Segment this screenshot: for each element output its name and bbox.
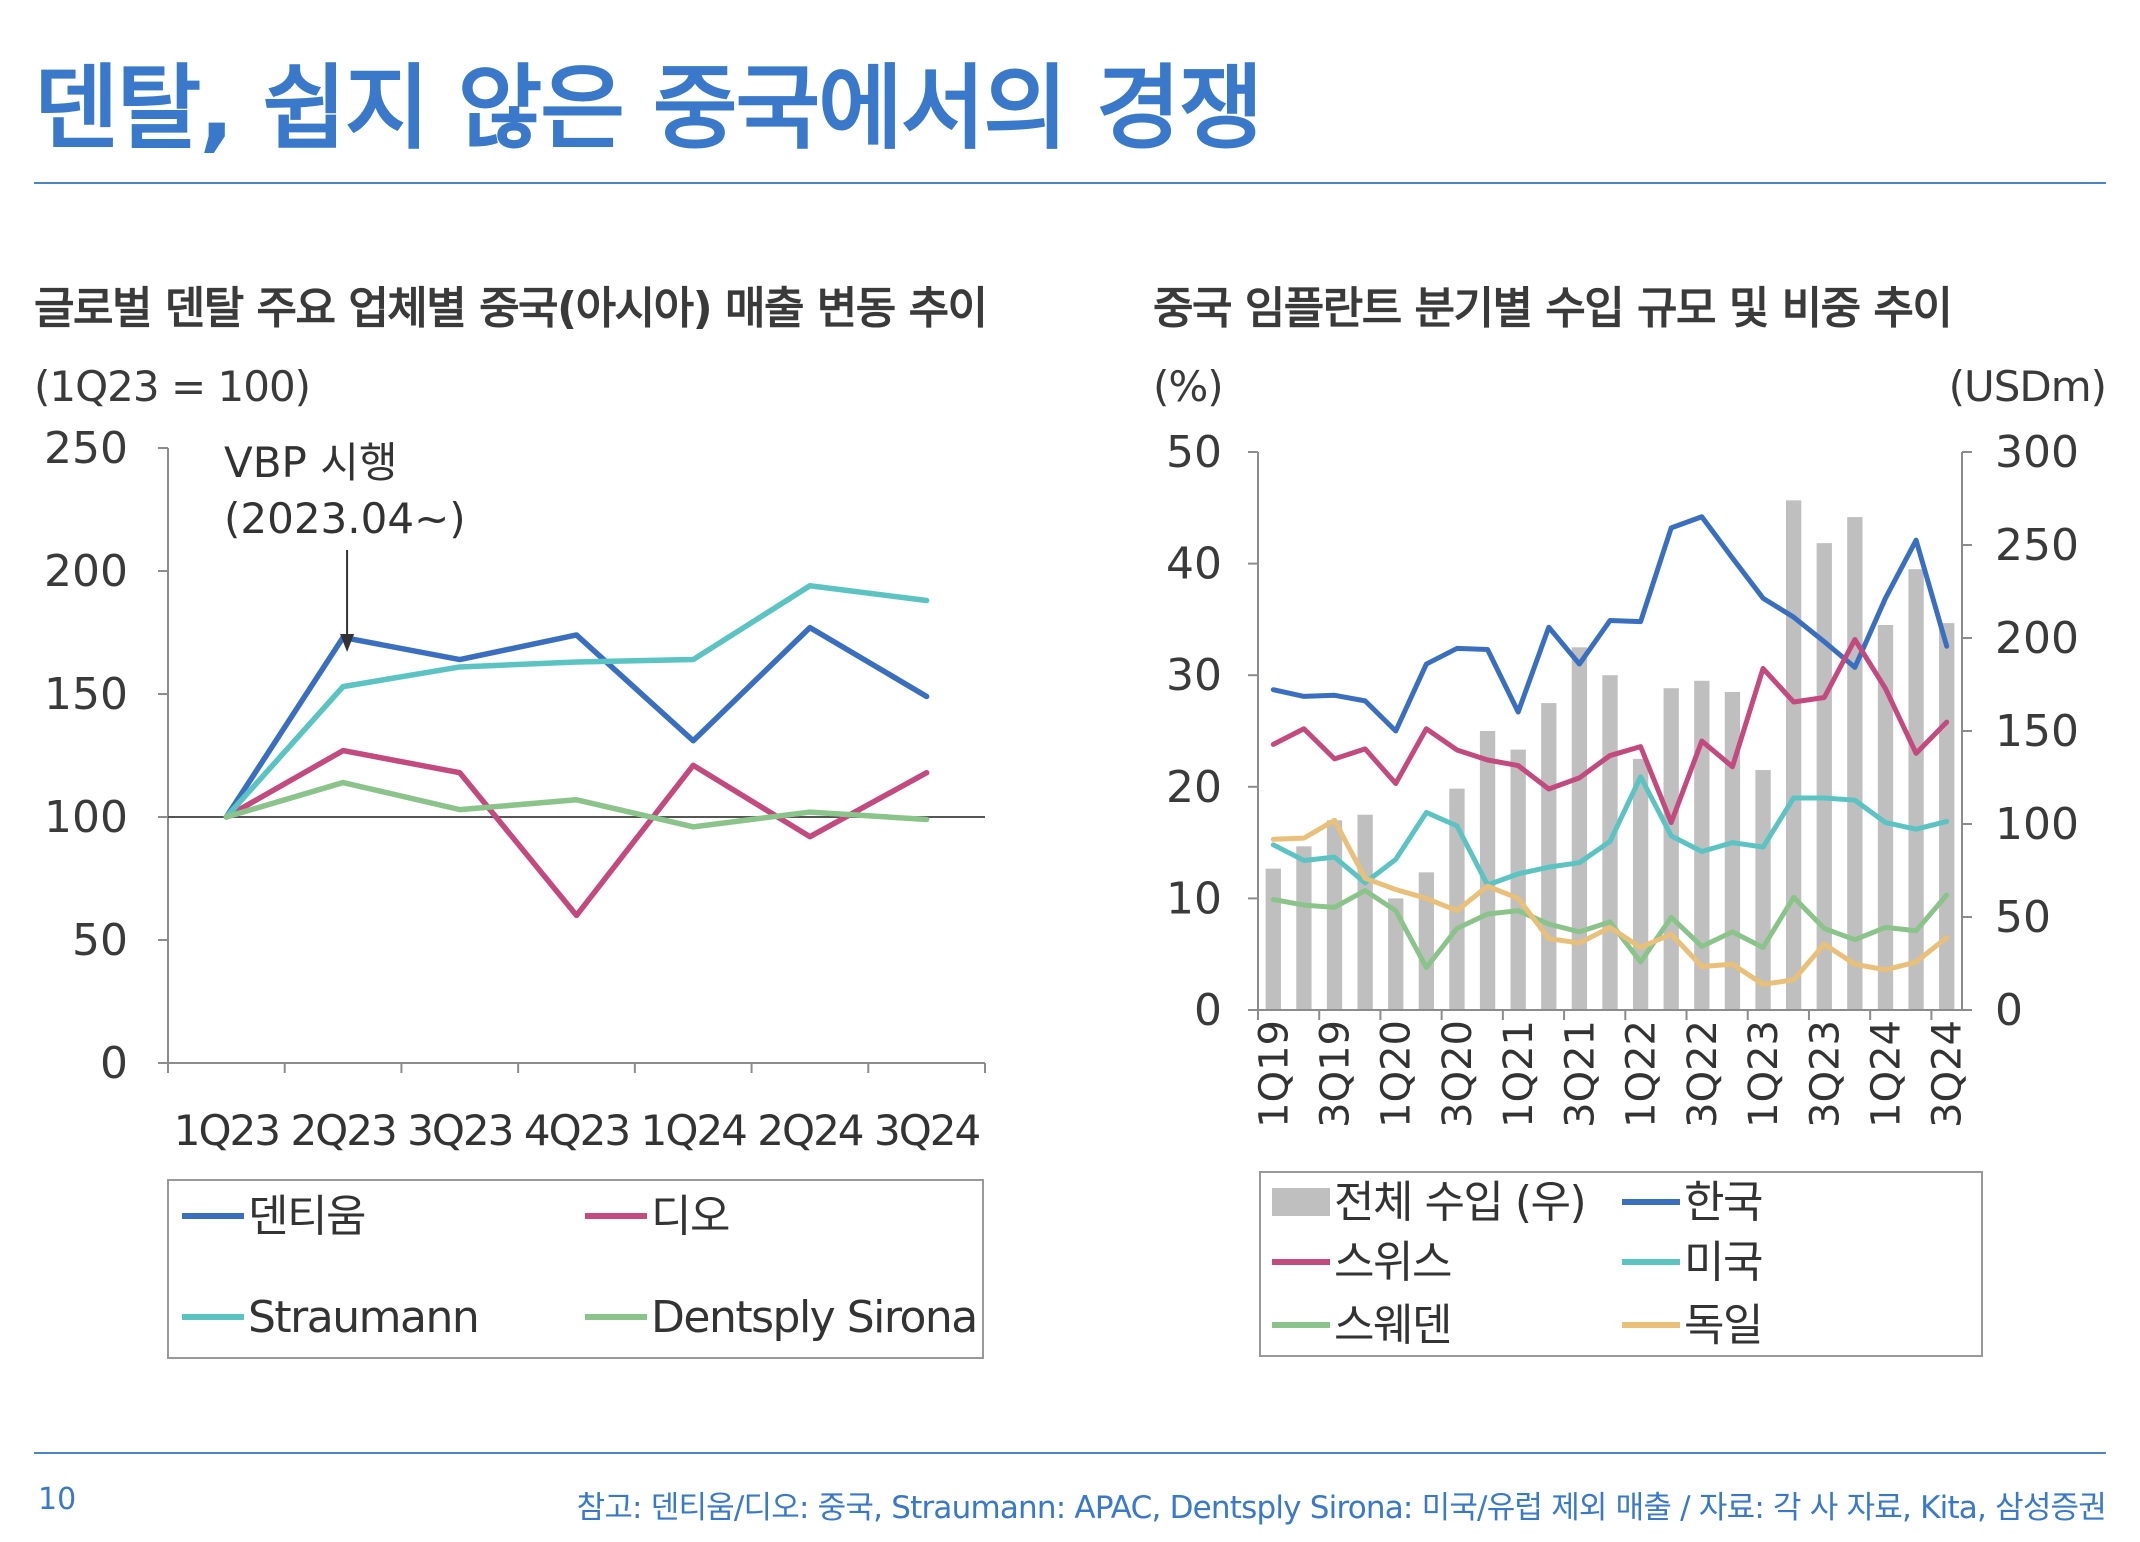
right-bar-total-import <box>1296 846 1312 1010</box>
left-chart-title: 글로벌 덴탈 주요 업체별 중국(아시아) 매출 변동 추이 <box>34 283 988 334</box>
left-series-line-3 <box>223 779 930 830</box>
left-legend-box <box>167 1179 984 1359</box>
right-chart-title: 중국 임플란트 분기별 수입 규모 및 비중 추이 <box>1153 283 1953 334</box>
left-legend-label: 디오 <box>651 1191 729 1242</box>
right-chart-left-unit: (%) <box>1153 362 1224 411</box>
right-x-tick-label: 1Q23 <box>1741 1020 1787 1128</box>
page-title: 덴탈, 쉽지 않은 중국에서의 경쟁 <box>34 55 1263 162</box>
left-x-tick-label: 3Q23 <box>407 1106 512 1155</box>
left-legend-label: Dentsply Sirona <box>651 1292 977 1343</box>
right-left-tick-label: 40 <box>1166 539 1222 590</box>
right-legend-box <box>1259 1171 1983 1357</box>
right-right-tick-label: 150 <box>1995 706 2079 757</box>
right-bar-total-import <box>1571 647 1588 1010</box>
left-series-line-2 <box>223 583 930 820</box>
title-divider <box>34 182 2106 184</box>
right-bar-total-import <box>1418 872 1434 1010</box>
right-bar-total-import <box>1847 517 1863 1010</box>
right-bar-total-import <box>1510 749 1526 1010</box>
right-left-tick-label: 20 <box>1166 762 1222 813</box>
left-y-tick-label: 250 <box>44 423 128 474</box>
right-bar-total-import <box>1449 788 1465 1010</box>
right-bar-total-import <box>1939 623 1955 1010</box>
left-y-tick-label: 0 <box>100 1038 128 1089</box>
left-y-tick-label: 200 <box>44 546 128 597</box>
right-right-tick-label: 100 <box>1995 799 2079 850</box>
right-bar-total-import <box>1908 569 1924 1010</box>
left-x-tick-label: 3Q24 <box>874 1106 980 1155</box>
page-number: 10 <box>38 1482 77 1517</box>
right-series-line-2 <box>1270 774 1950 888</box>
right-bar-total-import <box>1632 758 1649 1010</box>
annotation-arrow-head <box>340 634 355 652</box>
right-right-tick-label: 0 <box>1995 985 2023 1036</box>
left-x-tick-label: 1Q23 <box>174 1106 279 1155</box>
left-y-tick-label: 50 <box>72 915 128 966</box>
right-left-tick-label: 50 <box>1166 427 1222 478</box>
right-left-tick-label: 30 <box>1166 650 1222 701</box>
right-legend-label: 미국 <box>1684 1237 1762 1288</box>
right-series-line-4 <box>1270 817 1950 987</box>
left-y-tick-label: 100 <box>44 792 128 843</box>
right-right-tick-label: 200 <box>1995 613 2079 664</box>
right-bar-total-import <box>1724 691 1741 1010</box>
right-right-tick-label: 50 <box>1995 892 2051 943</box>
left-x-tick-label: 2Q24 <box>757 1106 863 1155</box>
right-bar-total-import <box>1877 624 1894 1010</box>
right-x-tick-label: 3Q19 <box>1313 1020 1359 1128</box>
right-bar-total-import <box>1816 543 1832 1010</box>
right-series-line-1 <box>1270 636 1950 826</box>
right-x-tick-label: 1Q24 <box>1863 1020 1909 1128</box>
left-x-tick-label: 1Q24 <box>641 1106 747 1155</box>
right-chart-right-unit: (USDm) <box>1948 362 2107 411</box>
right-series-line-3 <box>1270 888 1950 971</box>
right-bar-total-import <box>1694 680 1710 1010</box>
right-legend-label: 스웨덴 <box>1334 1300 1451 1351</box>
right-bar-total-import <box>1663 688 1679 1010</box>
right-legend-label: 전체 수입 (우) <box>1334 1177 1585 1228</box>
right-right-tick-label: 250 <box>1995 520 2079 571</box>
right-x-tick-label: 1Q19 <box>1251 1020 1297 1128</box>
right-bar-total-import <box>1357 814 1373 1010</box>
right-left-tick-label: 10 <box>1166 873 1222 924</box>
right-bar-total-import <box>1326 820 1343 1010</box>
right-bar-total-import <box>1479 731 1496 1010</box>
left-x-tick-label: 2Q23 <box>290 1106 395 1155</box>
left-x-tick-label: 4Q23 <box>524 1106 629 1155</box>
right-legend-label: 독일 <box>1684 1300 1762 1351</box>
right-x-tick-label: 1Q20 <box>1374 1020 1420 1128</box>
footer-divider <box>34 1452 2106 1454</box>
annotation-text: VBP 시행 <box>224 438 398 487</box>
right-x-tick-label: 1Q22 <box>1619 1020 1665 1128</box>
right-x-tick-label: 3Q20 <box>1435 1020 1481 1128</box>
left-y-tick-label: 150 <box>44 669 128 720</box>
right-bar-total-import <box>1265 868 1281 1010</box>
right-x-tick-label: 3Q22 <box>1680 1020 1726 1128</box>
left-series-line-1 <box>223 747 930 919</box>
right-x-tick-label: 3Q23 <box>1802 1020 1848 1128</box>
right-bar-total-import <box>1786 500 1802 1010</box>
right-right-tick-label: 300 <box>1995 427 2079 478</box>
left-legend-label: Straumann <box>248 1292 478 1343</box>
right-series-line-0 <box>1270 514 1950 734</box>
right-x-tick-label: 1Q21 <box>1496 1020 1542 1128</box>
footnote: 참고: 덴티움/디오: 중국, Straumann: APAC, Dentspl… <box>576 1490 2107 1526</box>
right-legend-swatch <box>1272 1188 1330 1216</box>
left-chart-unit: (1Q23 = 100) <box>34 362 311 411</box>
right-bar-total-import <box>1541 703 1557 1010</box>
right-bar-total-import <box>1755 770 1771 1010</box>
right-x-tick-label: 3Q24 <box>1925 1020 1971 1128</box>
annotation-text: (2023.04~) <box>224 494 466 543</box>
right-left-tick-label: 0 <box>1194 985 1222 1036</box>
right-legend-label: 한국 <box>1684 1177 1762 1228</box>
right-x-tick-label: 3Q21 <box>1557 1020 1603 1128</box>
right-bar-total-import <box>1388 898 1404 1010</box>
left-legend-label: 덴티움 <box>248 1191 365 1242</box>
right-legend-label: 스위스 <box>1334 1237 1451 1288</box>
